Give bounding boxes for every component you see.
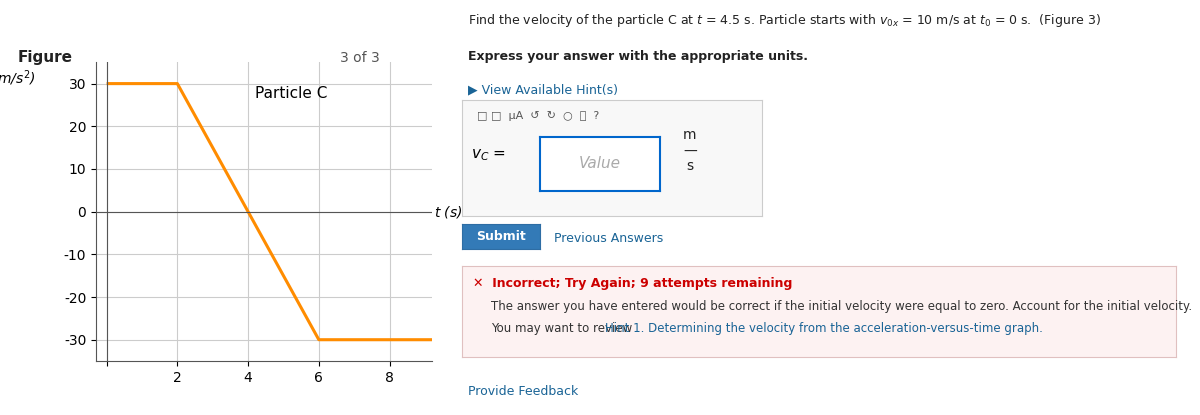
Text: You may want to review: You may want to review <box>491 322 636 335</box>
Text: s: s <box>686 159 694 173</box>
Text: $v_C$ =: $v_C$ = <box>470 147 506 163</box>
Text: Hint 1. Determining the velocity from the acceleration-versus-time graph.: Hint 1. Determining the velocity from th… <box>605 322 1043 335</box>
Text: $t$ (s): $t$ (s) <box>433 204 462 220</box>
Text: Provide Feedback: Provide Feedback <box>468 386 578 398</box>
Text: Express your answer with the appropriate units.: Express your answer with the appropriate… <box>468 50 808 63</box>
Text: Previous Answers: Previous Answers <box>554 232 664 245</box>
Text: Find the velocity of the particle C at $t$ = 4.5 s. Particle starts with $v_{0x}: Find the velocity of the particle C at $… <box>468 12 1100 29</box>
Text: Submit: Submit <box>476 230 526 243</box>
Text: Particle C: Particle C <box>254 86 328 101</box>
Text: The answer you have entered would be correct if the initial velocity were equal : The answer you have entered would be cor… <box>491 300 1192 313</box>
Text: 3 of 3: 3 of 3 <box>340 51 380 65</box>
Text: □ □  μA  ↺  ↻  ○  ⬛  ?: □ □ μA ↺ ↻ ○ ⬛ ? <box>478 111 599 121</box>
Text: ✕  Incorrect; Try Again; 9 attempts remaining: ✕ Incorrect; Try Again; 9 attempts remai… <box>473 276 792 290</box>
Text: Value: Value <box>580 156 622 171</box>
Text: ▶ View Available Hint(s): ▶ View Available Hint(s) <box>468 83 618 96</box>
Text: —: — <box>683 144 697 159</box>
Text: Figure: Figure <box>18 50 73 65</box>
Text: m: m <box>683 128 697 142</box>
Y-axis label: $a_x$ (m/s$^2$): $a_x$ (m/s$^2$) <box>0 68 36 89</box>
